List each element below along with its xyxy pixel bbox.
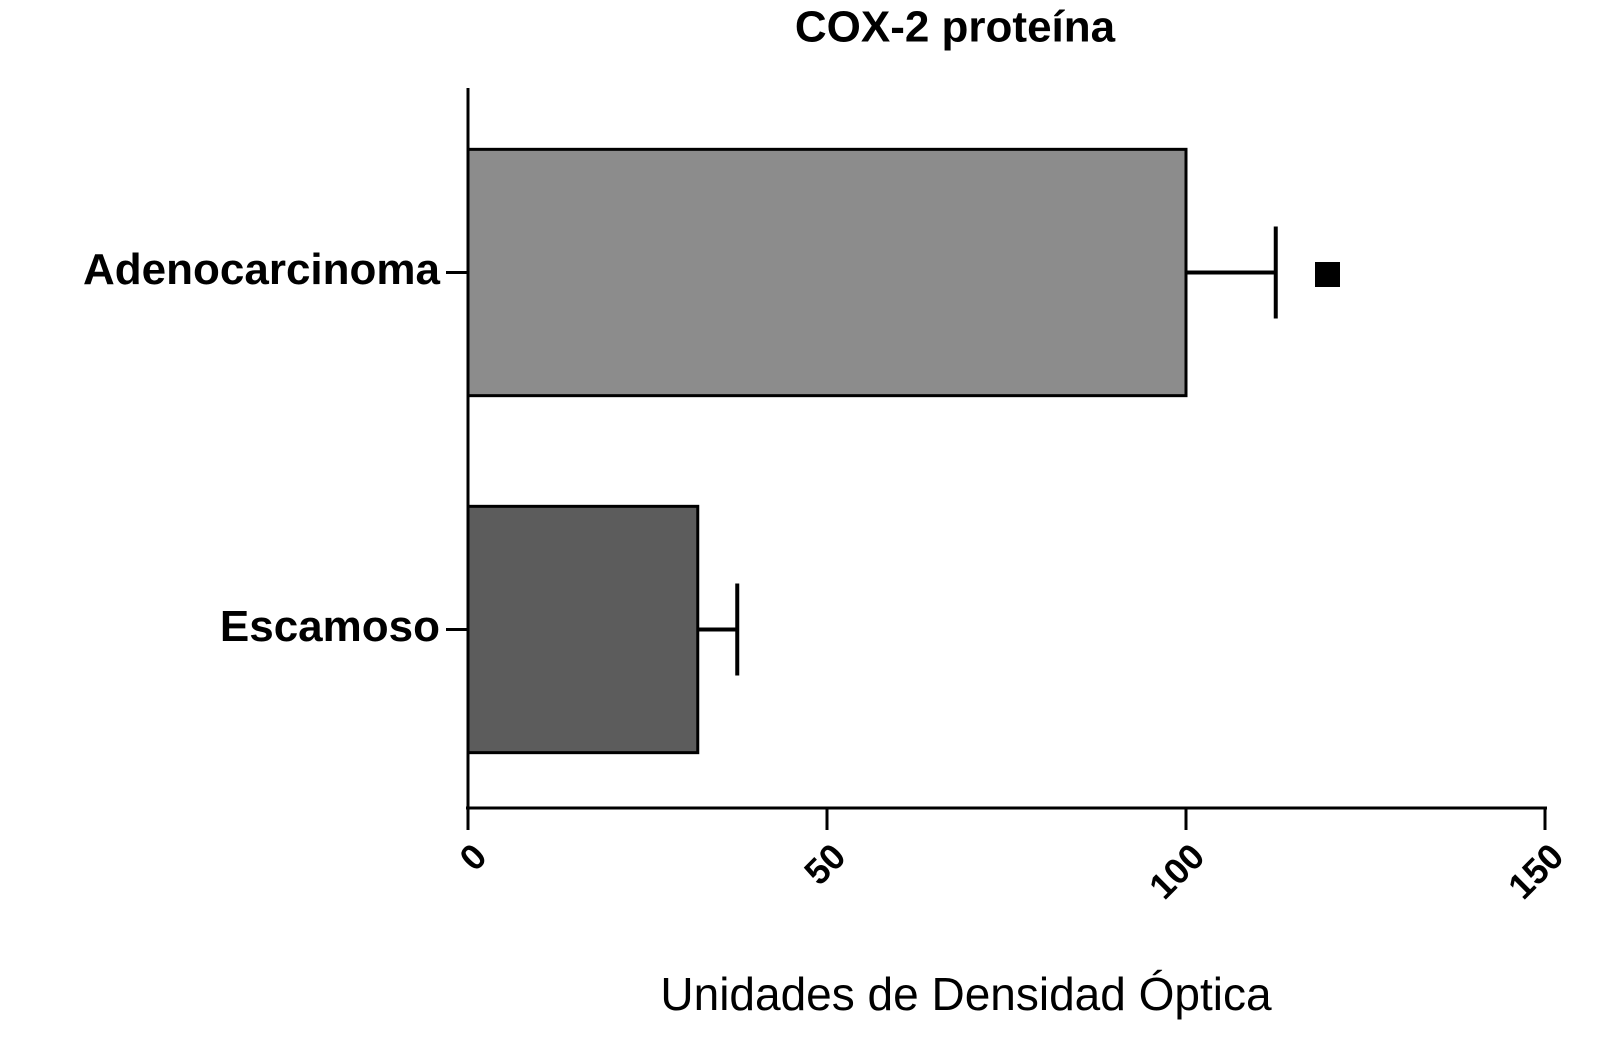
x-axis-title: Unidades de Densidad Óptica	[660, 968, 1272, 1020]
y-tick-label: Escamoso	[220, 602, 440, 651]
x-tick-label: 100	[1141, 835, 1212, 906]
x-tick-label: 150	[1500, 835, 1571, 906]
bar	[466, 504, 700, 755]
significance-marker	[1315, 262, 1340, 287]
x-tick-label: 50	[796, 835, 853, 892]
error-bar	[697, 583, 740, 676]
error-bar	[1186, 226, 1278, 319]
bar	[466, 147, 1188, 398]
y-tick-label: Adenocarcinoma	[83, 245, 441, 294]
x-tick-label: 0	[451, 835, 494, 878]
chart-title: COX-2 proteína	[795, 3, 1116, 52]
